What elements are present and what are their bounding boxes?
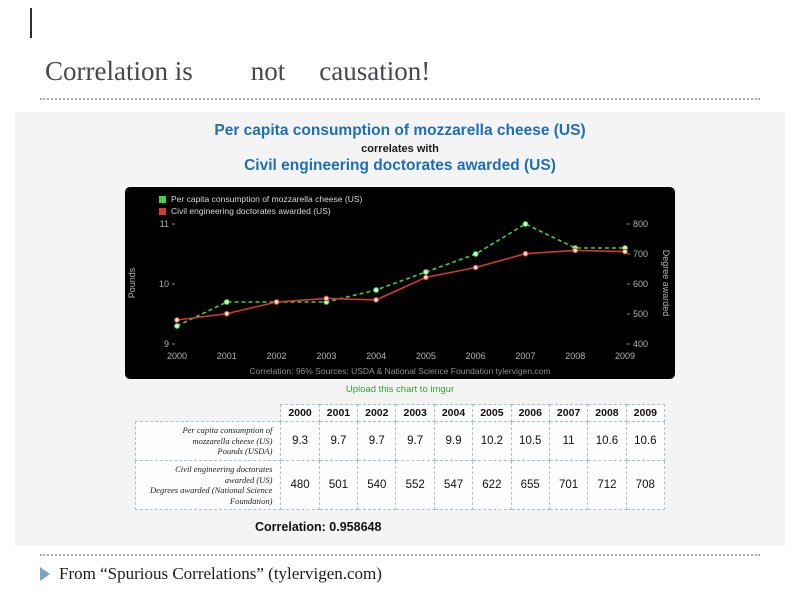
chart-legend: Per capita consumption of mozzarella che… <box>159 193 362 217</box>
chart-heading-line1: Per capita consumption of mozzarella che… <box>214 122 586 139</box>
table-year-header: 2004 <box>433 404 474 422</box>
data-table-wrapper: 2000 2001 2002 2003 2004 2005 2006 2007 2008 2009… <box>134 404 666 535</box>
table-value-cell: 10.5 <box>510 421 550 461</box>
chart-heading-connector: correlates with <box>361 143 439 155</box>
svg-text:600: 600 <box>633 279 648 289</box>
upload-to-imgur-link[interactable]: Upload this chart to imgur <box>345 384 455 395</box>
legend-item-cheese: Per capita consumption of mozzarella che… <box>159 193 362 205</box>
title-divider <box>40 98 760 100</box>
svg-text:2004: 2004 <box>366 351 386 361</box>
svg-text:800: 800 <box>633 219 648 229</box>
table-year-header: 2006 <box>510 404 550 422</box>
bullet-arrow-icon <box>40 567 50 581</box>
correlation-chart-canvas: 9 10 11 400 500 600 700 800 2000 2001 2002 2003 2004… <box>159 219 648 361</box>
table-value-cell: 9.7 <box>357 421 397 461</box>
table-value-cell: 480 <box>280 459 320 511</box>
table-year-header: 2007 <box>548 404 589 422</box>
slide-corner-mark <box>30 8 32 38</box>
footer-divider <box>40 554 760 556</box>
footer-text: From “Spurious Correlations” (tylervigen… <box>59 564 382 583</box>
table-year-header: 2000 <box>280 404 320 422</box>
chart-source-caption: Correlation: 96% Sources: USDA & Nationa… <box>249 366 551 376</box>
table-value-cell: 622 <box>472 459 512 511</box>
table-value-cell: 10.2 <box>472 421 512 461</box>
slide-footer: From “Spurious Correlations” (tylervigen… <box>40 564 382 584</box>
table-value-cell: 9.9 <box>433 421 474 461</box>
table-value-cell: 655 <box>510 459 550 511</box>
table-row: Civil engineering doctorates awarded (US… <box>134 459 666 511</box>
table-value-cell: 547 <box>433 459 474 511</box>
table-value-cell: 10.6 <box>625 421 666 461</box>
title-part-2: not <box>250 56 286 86</box>
table-value-cell: 9.3 <box>280 421 320 461</box>
right-axis-label: Degree awarded <box>661 249 671 317</box>
table-value-cell: 11 <box>548 421 589 461</box>
table-value-cell: 708 <box>625 459 666 511</box>
legend-item-doctorates: Civil engineering doctorates awarded (US… <box>159 205 362 217</box>
table-value-cell: 701 <box>548 459 589 511</box>
legend-swatch-green <box>159 195 166 203</box>
legend-swatch-red <box>159 207 166 215</box>
data-table: 2000 2001 2002 2003 2004 2005 2006 2007 2008 2009… <box>134 404 666 511</box>
table-year-header: 2005 <box>472 404 512 422</box>
svg-text:2003: 2003 <box>316 351 336 361</box>
table-year-header: 2003 <box>395 404 435 422</box>
table-year-header: 2001 <box>318 404 359 422</box>
svg-text:2008: 2008 <box>565 351 585 361</box>
table-value-cell: 552 <box>395 459 435 511</box>
legend-label-doctorates: Civil engineering doctorates awarded (US… <box>171 206 331 216</box>
legend-label-cheese: Per capita consumption of mozzarella che… <box>171 194 363 204</box>
table-value-cell: 9.7 <box>318 421 359 461</box>
table-year-header: 2002 <box>357 404 397 422</box>
table-year-header: 2008 <box>587 404 627 422</box>
table-row-label: Per capita consumption of mozzarella che… <box>134 421 282 461</box>
table-value-cell: 540 <box>357 459 397 511</box>
correlation-value: Correlation: 0.958648 <box>255 520 382 535</box>
svg-text:2002: 2002 <box>267 351 287 361</box>
table-row-label: Civil engineering doctorates awarded (US… <box>134 459 282 511</box>
left-axis-label: Pounds <box>127 267 137 299</box>
svg-text:700: 700 <box>633 249 648 259</box>
svg-text:2006: 2006 <box>466 351 486 361</box>
svg-text:2005: 2005 <box>416 351 436 361</box>
svg-text:2001: 2001 <box>217 351 237 361</box>
table-header-row: 2000 2001 2002 2003 2004 2005 2006 2007 2008 2009 <box>136 404 666 422</box>
content-panel: Per capita consumption of mozzarella che… <box>15 112 785 546</box>
table-value-cell: 9.7 <box>395 421 435 461</box>
table-row: Per capita consumption of mozzarella che… <box>134 421 666 461</box>
svg-text:2000: 2000 <box>167 351 187 361</box>
svg-text:2007: 2007 <box>515 351 535 361</box>
svg-text:9: 9 <box>164 339 169 349</box>
svg-text:10: 10 <box>159 279 169 289</box>
table-value-cell: 501 <box>318 459 359 511</box>
table-corner-cell <box>136 405 281 422</box>
svg-text:11: 11 <box>160 219 169 229</box>
svg-text:2009: 2009 <box>615 351 635 361</box>
table-value-cell: 10.6 <box>587 421 627 461</box>
svg-text:400: 400 <box>633 339 648 349</box>
title-part-3: causation! <box>319 56 431 86</box>
svg-text:500: 500 <box>633 309 648 319</box>
table-year-header: 2009 <box>625 404 666 422</box>
slide-title: Correlation is not causation! <box>45 56 430 87</box>
chart-heading-line2: Civil engineering doctorates awarded (US… <box>244 157 556 174</box>
title-part-1: Correlation is <box>45 56 193 86</box>
table-value-cell: 712 <box>587 459 627 511</box>
correlation-chart: 9 10 11 400 500 600 700 800 2000 2001 2002 2003 2004… <box>125 187 675 379</box>
